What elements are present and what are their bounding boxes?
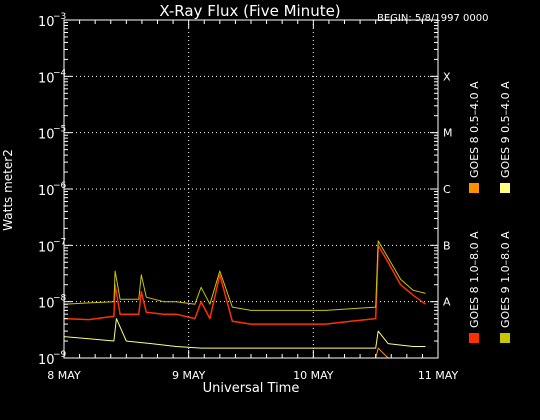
flare-class-label: X bbox=[443, 70, 451, 83]
legend-label: GOES 8 0.5–4.0 A bbox=[468, 81, 481, 178]
y-tick-exponent: −9 bbox=[53, 350, 67, 360]
x-tick-label: 10 MAY bbox=[293, 369, 334, 382]
y-tick-exponent: −8 bbox=[53, 294, 67, 304]
legend-swatch bbox=[500, 333, 510, 343]
flare-class-label: C bbox=[443, 183, 451, 196]
y-tick-exponent: −3 bbox=[53, 12, 66, 22]
legend-label: GOES 8 1.0–8.0 A bbox=[468, 231, 481, 328]
chart-title: X-Ray Flux (Five Minute) bbox=[159, 2, 340, 20]
series-line bbox=[63, 318, 426, 349]
begin-label: BEGIN: 5/8/1997 0000 bbox=[377, 13, 488, 24]
y-tick-label: 10 bbox=[38, 15, 55, 30]
y-tick-label: 10 bbox=[38, 128, 55, 143]
x-tick-label: 11 MAY bbox=[418, 369, 459, 382]
grid-layer bbox=[64, 20, 438, 358]
series-line bbox=[63, 244, 426, 325]
legend: GOES 8 1.0–8.0 A GOES 8 0.5–4.0 A GOES 9 1… bbox=[468, 81, 512, 343]
flare-class-label: A bbox=[443, 296, 451, 309]
x-axis-label: Universal Time bbox=[203, 381, 300, 396]
y-tick-label: 10 bbox=[38, 353, 55, 368]
series-line bbox=[63, 240, 426, 311]
legend-swatch bbox=[469, 333, 479, 343]
legend-swatch bbox=[500, 183, 510, 193]
x-tick-label: 9 MAY bbox=[172, 369, 206, 382]
y-tick-label: 10 bbox=[38, 71, 55, 86]
y-tick-label: 10 bbox=[38, 297, 55, 312]
flare-class-label: M bbox=[443, 127, 453, 140]
y-tick-exponent: −6 bbox=[53, 181, 67, 191]
y-axis-label: Watts meter2 bbox=[1, 149, 15, 231]
legend-label: GOES 9 1.0–8.0 A bbox=[499, 231, 512, 328]
y-tick-label: 10 bbox=[38, 240, 55, 255]
y-tick-exponent: −5 bbox=[53, 125, 66, 135]
y-tick-exponent: −4 bbox=[53, 68, 67, 78]
legend-swatch bbox=[469, 183, 479, 193]
y-tick-exponent: −7 bbox=[53, 237, 66, 247]
y-tick-label: 10 bbox=[38, 184, 55, 199]
legend-label: GOES 9 0.5–4.0 A bbox=[499, 81, 512, 178]
x-tick-label: 8 MAY bbox=[47, 369, 81, 382]
flare-class-label: B bbox=[443, 239, 451, 252]
series-layer bbox=[63, 240, 426, 359]
